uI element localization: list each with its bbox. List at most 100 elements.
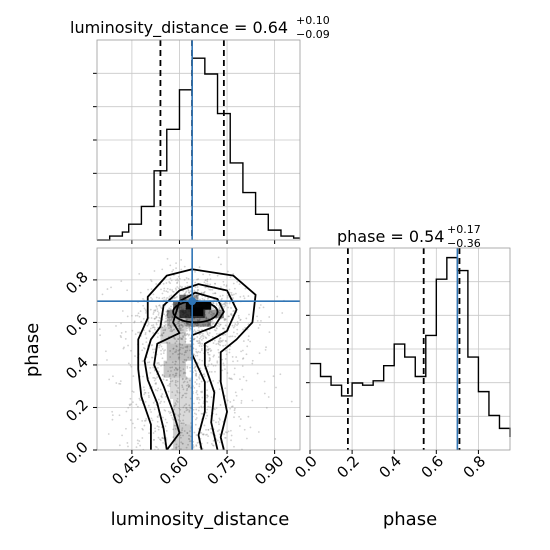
joint-sample-point	[154, 445, 157, 448]
joint-sample-point	[233, 367, 236, 370]
joint-sample-point	[208, 312, 211, 314]
joint-sample-point	[189, 430, 191, 433]
joint-sample-point	[232, 282, 235, 285]
joint-sample-point	[183, 334, 186, 336]
joint-sample-point	[223, 305, 226, 308]
joint-sample-point	[144, 419, 147, 422]
joint-sample-point	[181, 344, 184, 346]
joint-sample-point	[166, 310, 169, 313]
joint-sample-point	[167, 384, 169, 387]
joint-sample-point	[167, 410, 170, 413]
joint-sample-point	[173, 297, 175, 299]
joint-sample-point	[217, 348, 220, 351]
joint-sample-point	[189, 327, 192, 330]
joint-sample-point	[238, 317, 240, 319]
joint-sample-point	[174, 402, 177, 405]
ld-hist-yticks	[93, 72, 276, 244]
joint-sample-point	[153, 317, 156, 320]
joint-sample-point	[145, 337, 148, 340]
joint-sample-point	[213, 298, 216, 301]
joint-sample-point	[182, 381, 185, 384]
joint-sample-point	[144, 400, 147, 403]
joint-sample-point	[176, 401, 179, 403]
joint-sample-point	[172, 291, 175, 293]
joint-sample-point	[169, 373, 171, 376]
joint-sample-point	[224, 349, 227, 352]
joint-sample-point	[223, 364, 225, 367]
joint-sample-point	[247, 335, 250, 338]
joint-sample-point	[206, 323, 209, 326]
phase-xtick-label: 0.2	[333, 452, 363, 482]
joint-sample-point	[152, 432, 155, 434]
joint-sample-point	[236, 332, 239, 335]
joint-sample-point	[136, 418, 139, 421]
joint-sample-point	[134, 355, 136, 357]
joint-sample-point	[171, 317, 173, 320]
ld-hist-frame	[96, 39, 301, 241]
joint-sample-point	[181, 324, 183, 326]
joint-sample-point	[181, 429, 183, 431]
joint-sample-point	[290, 400, 293, 403]
joint-sample-point	[175, 374, 178, 377]
joint-sample-point	[161, 357, 164, 360]
joint-sample-point	[206, 394, 208, 397]
joint-sample-point	[170, 328, 173, 331]
joint-sample-point	[154, 388, 157, 391]
joint-sample-point	[174, 360, 177, 363]
joint-sample-point	[208, 332, 211, 334]
joint-sample-point	[168, 327, 170, 329]
joint-sample-point	[193, 367, 196, 370]
joint-density-cell	[163, 360, 186, 378]
joint-sample-point	[175, 448, 178, 450]
joint-sample-point	[163, 325, 166, 328]
joint-sample-point	[206, 389, 208, 391]
joint-sample-point	[133, 320, 136, 323]
joint-sample-point	[172, 347, 175, 350]
joint-sample-point	[183, 361, 185, 364]
joint-sample-point	[212, 380, 215, 382]
joint-sample-point	[182, 388, 185, 391]
joint-sample-point	[188, 291, 190, 294]
joint-sample-point	[163, 324, 166, 327]
joint-sample-point	[137, 442, 139, 445]
joint-sample-point	[174, 379, 177, 382]
joint-sample-point	[268, 331, 271, 334]
joint-sample-point	[196, 278, 198, 281]
joint-sample-point	[145, 310, 148, 313]
joint-sample-point	[137, 331, 139, 334]
joint-sample-point	[154, 328, 156, 331]
joint-sample-point	[153, 408, 156, 411]
joint-sample-point	[207, 365, 209, 368]
joint-sample-point	[193, 412, 196, 415]
joint-sample-point	[178, 415, 180, 418]
joint-sample-point	[231, 356, 234, 358]
joint-sample-point	[185, 290, 188, 293]
joint-sample-point	[144, 332, 147, 334]
joint-sample-point	[222, 303, 225, 305]
joint-sample-point	[193, 353, 196, 356]
joint-sample-point	[183, 296, 185, 298]
joint-sample-point	[223, 318, 226, 321]
joint-sample-point	[198, 383, 201, 385]
joint-sample-point	[128, 403, 131, 406]
joint-sample-point	[230, 307, 232, 309]
joint-sample-point	[179, 374, 181, 377]
joint-sample-point	[207, 380, 210, 382]
joint-sample-point	[193, 337, 196, 340]
joint-sample-point	[199, 336, 202, 338]
joint-sample-point	[180, 422, 183, 425]
joint-sample-point	[168, 323, 170, 326]
joint-sample-point	[211, 323, 214, 325]
joint-sample-point	[163, 375, 166, 378]
joint-sample-point	[155, 305, 158, 307]
joint-sample-point	[148, 330, 151, 333]
joint-sample-point	[160, 400, 162, 403]
joint-sample-point	[171, 448, 173, 450]
joint-sample-point	[175, 403, 177, 406]
joint-sample-point	[200, 380, 203, 383]
joint-sample-point	[158, 316, 161, 319]
joint-sample-point	[210, 442, 213, 445]
joint-sample-point	[150, 317, 153, 319]
joint-sample-point	[240, 402, 243, 404]
joint-sample-point	[170, 305, 172, 308]
